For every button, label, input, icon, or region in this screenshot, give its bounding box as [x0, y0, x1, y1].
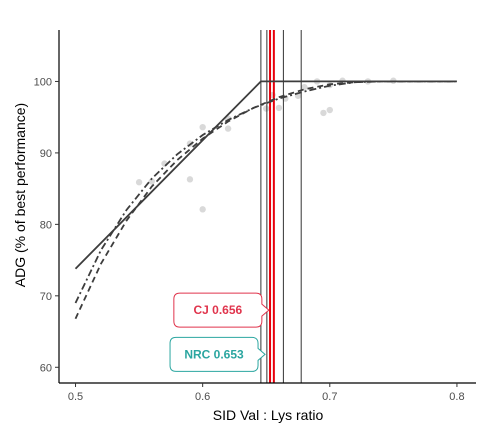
- data-point: [148, 178, 156, 185]
- fitted-curves: [74, 80, 457, 320]
- axes: 0.5 0.6 0.7 0.8 60 70 80 90 100: [34, 30, 476, 403]
- data-point: [326, 106, 333, 114]
- y-tick-label: 60: [40, 362, 52, 374]
- x-tick-label: 0.8: [449, 391, 464, 403]
- annotation-label: NRC 0.653: [184, 347, 244, 361]
- scatter-points: [135, 77, 397, 213]
- data-point: [224, 125, 232, 132]
- y-tick-label: 70: [40, 291, 52, 303]
- data-point: [186, 176, 194, 183]
- y-tick-label: 90: [40, 148, 52, 160]
- y-tick-label: 100: [34, 76, 52, 88]
- data-point: [301, 83, 308, 91]
- data-point: [199, 206, 206, 213]
- annotation-box: [169, 336, 266, 372]
- data-point: [275, 104, 283, 112]
- annotation-box: [173, 292, 270, 328]
- y-axis-title: ADG (% of best performance): [12, 103, 28, 287]
- x-axis-title: SID Val : Lys ratio: [213, 407, 324, 423]
- data-point: [135, 179, 143, 186]
- data-point: [199, 123, 206, 131]
- reference-lines: [260, 30, 302, 383]
- data-point: [263, 105, 270, 112]
- annotations: CJ 0.656 NRC 0.653: [169, 292, 270, 372]
- series-line-dotdash: [74, 80, 457, 304]
- annotation-label: CJ 0.656: [194, 303, 243, 317]
- y-tick-label: 80: [40, 219, 52, 231]
- data-point: [320, 109, 327, 117]
- x-tick-label: 0.7: [322, 391, 337, 403]
- x-tick-label: 0.5: [68, 391, 83, 403]
- x-tick-label: 0.6: [195, 391, 210, 403]
